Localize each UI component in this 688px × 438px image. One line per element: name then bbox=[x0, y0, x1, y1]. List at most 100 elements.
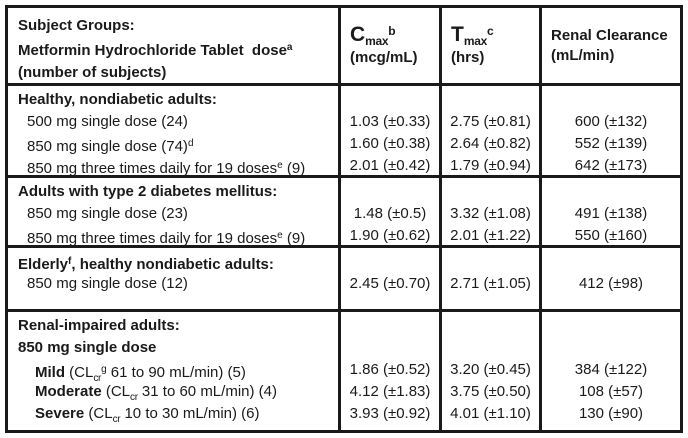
clcr-subscript: cr bbox=[130, 392, 138, 403]
dose-text: (CL bbox=[65, 364, 94, 381]
cmax-value: 4.12 (±1.83) bbox=[349, 383, 431, 400]
section-elderly-healthy-nondiabetic-adults: Elderlyf, healthy nondiabetic adults: 85… bbox=[8, 248, 680, 312]
group-header-text: Renal-impaired adults: bbox=[18, 317, 180, 334]
tmax-value: 2.01 (±1.22) bbox=[450, 227, 531, 244]
renal-value bbox=[542, 337, 680, 359]
cmax-value: 1.90 (±0.62) bbox=[349, 227, 431, 244]
dose-text: (CL bbox=[84, 405, 113, 422]
cmax-values: 1.86 (±0.52) 4.12 (±1.83) 3.93 (±0.92) bbox=[341, 312, 442, 430]
renal-clearance-values: 491 (±138) 550 (±160) bbox=[542, 178, 680, 245]
renal-clearance-values: 384 (±122) 108 (±57) 130 (±90) bbox=[542, 312, 680, 430]
clcr-subscript: cr bbox=[112, 414, 121, 425]
renal-value: 412 (±98) bbox=[578, 275, 644, 292]
dose-row-label: 850 mg single dose (12) bbox=[18, 273, 334, 295]
cmax-value bbox=[341, 337, 439, 359]
renal-value: 600 (±132) bbox=[574, 113, 648, 130]
dose-text: 10 to 30 mL/min) (6) bbox=[120, 405, 260, 422]
renal-clearance-label: Renal Clearance bbox=[551, 26, 668, 44]
dose-text: 850 mg three times daily for 19 doses bbox=[27, 160, 278, 175]
dose-text: 31 to 60 mL/min) (4) bbox=[137, 383, 277, 400]
dose-text: (CL bbox=[101, 383, 131, 400]
group-header: Healthy, nondiabetic adults: bbox=[18, 89, 334, 111]
dose-row-label: 500 mg single dose (24) bbox=[18, 111, 334, 133]
header-line-drug-dose: Metformin Hydrochloride Tablet dosea bbox=[18, 37, 334, 62]
footnote-marker-c: c bbox=[486, 24, 494, 38]
header-subject-groups: Subject Groups: Metformin Hydrochloride … bbox=[8, 8, 341, 83]
section-labels: Healthy, nondiabetic adults: 500 mg sing… bbox=[8, 86, 341, 175]
group-header-text: Elderly bbox=[18, 256, 69, 273]
cmax-values: 1.03 (±0.33) 1.60 (±0.38) 2.01 (±0.42) bbox=[341, 86, 442, 175]
renal-clearance-values: 412 (±98) bbox=[542, 248, 680, 309]
cmax-value bbox=[341, 315, 439, 337]
group-header: Adults with type 2 diabetes mellitus: bbox=[18, 181, 334, 203]
dose-text: 850 mg single dose (12) bbox=[27, 275, 188, 292]
header-line-subject-groups: Subject Groups: bbox=[18, 15, 334, 37]
footnote-marker-e: e bbox=[277, 230, 283, 241]
severity-label: Moderate bbox=[35, 383, 102, 400]
cmax-value bbox=[341, 181, 439, 203]
footnote-marker-f: f bbox=[68, 256, 72, 267]
tmax-value: 2.64 (±0.82) bbox=[450, 135, 531, 152]
renal-value: 384 (±122) bbox=[574, 361, 648, 378]
renal-value: 130 (±90) bbox=[578, 405, 644, 422]
tmax-value: 1.79 (±0.94) bbox=[450, 157, 531, 174]
cmax-symbol: C bbox=[350, 23, 366, 46]
tmax-value bbox=[442, 337, 539, 359]
section-labels: Adults with type 2 diabetes mellitus: 85… bbox=[8, 178, 341, 245]
renal-value: 552 (±139) bbox=[574, 135, 648, 152]
cmax-unit: (mcg/mL) bbox=[350, 49, 418, 66]
clcr-subscript: cr bbox=[93, 373, 102, 384]
cmax-value: 1.48 (±0.5) bbox=[353, 205, 427, 222]
dose-text: (9) bbox=[282, 230, 306, 245]
cmax-values: 1.48 (±0.5) 1.90 (±0.62) bbox=[341, 178, 442, 245]
cmax-value: 1.03 (±0.33) bbox=[349, 113, 431, 130]
renal-clearance-values: 600 (±132) 552 (±139) 642 (±173) bbox=[542, 86, 680, 175]
severity-label: Mild bbox=[35, 364, 65, 381]
tmax-values: 2.71 (±1.05) bbox=[442, 248, 542, 309]
tmax-value bbox=[442, 315, 539, 337]
renal-clearance-unit: (mL/min) bbox=[551, 46, 615, 64]
cmax-value bbox=[341, 251, 439, 273]
renal-value: 491 (±138) bbox=[574, 205, 648, 222]
group-header-text: Adults with type 2 diabetes mellitus: bbox=[18, 183, 278, 200]
table-header-row: Subject Groups: Metformin Hydrochloride … bbox=[8, 8, 680, 86]
cmax-value: 2.01 (±0.42) bbox=[349, 157, 431, 174]
header-text: Subject Groups: bbox=[18, 17, 135, 34]
section-labels: Elderlyf, healthy nondiabetic adults: 85… bbox=[8, 248, 341, 309]
section-type2-diabetes-adults: Adults with type 2 diabetes mellitus: 85… bbox=[8, 178, 680, 248]
dose-row-label: 850 mg single dose (23) bbox=[18, 203, 334, 225]
section-healthy-nondiabetic-adults: Healthy, nondiabetic adults: 500 mg sing… bbox=[8, 86, 680, 178]
pharmacokinetics-table: Subject Groups: Metformin Hydrochloride … bbox=[5, 5, 683, 433]
section-labels: Renal-impaired adults: 850 mg single dos… bbox=[8, 312, 341, 430]
group-header: Renal-impaired adults: bbox=[18, 315, 334, 337]
renal-value: 550 (±160) bbox=[574, 227, 648, 244]
group-subheader-text: 850 mg single dose bbox=[18, 339, 157, 356]
renal-value bbox=[542, 315, 680, 337]
header-renal-clearance: Renal Clearance (mL/min) bbox=[542, 8, 680, 83]
dose-row-label: 850 mg single dose (74)d bbox=[18, 133, 334, 155]
header-line-number-of-subjects: (number of subjects) bbox=[18, 62, 334, 83]
header-tmax: Tmaxc (hrs) bbox=[442, 8, 542, 83]
dose-row-label: 850 mg three times daily for 19 dosese (… bbox=[18, 155, 334, 175]
dose-row-label: Moderate (CLcr 31 to 60 mL/min) (4) bbox=[18, 381, 334, 403]
group-header-text: Healthy, nondiabetic adults: bbox=[18, 91, 217, 108]
tmax-value bbox=[442, 89, 539, 111]
tmax-values: 3.32 (±1.08) 2.01 (±1.22) bbox=[442, 178, 542, 245]
tmax-value: 4.01 (±1.10) bbox=[450, 405, 531, 422]
header-text: Metformin Hydrochloride Tablet dose bbox=[18, 42, 287, 59]
footnote-marker-a: a bbox=[286, 42, 293, 53]
dose-row-label: 850 mg three times daily for 19 dosese (… bbox=[18, 225, 334, 245]
dose-text: 850 mg three times daily for 19 doses bbox=[27, 230, 278, 245]
header-text: (number of subjects) bbox=[18, 64, 167, 81]
footnote-marker-e: e bbox=[277, 160, 283, 171]
tmax-value: 3.20 (±0.45) bbox=[450, 361, 531, 378]
tmax-value: 3.32 (±1.08) bbox=[450, 205, 531, 222]
footnote-marker-d: d bbox=[187, 138, 194, 149]
cmax-value: 3.93 (±0.92) bbox=[349, 405, 431, 422]
renal-value bbox=[542, 89, 680, 111]
group-subheader: 850 mg single dose bbox=[18, 337, 334, 359]
footnote-marker-b: b bbox=[388, 24, 396, 38]
section-renal-impaired-adults: Renal-impaired adults: 850 mg single dos… bbox=[8, 312, 680, 430]
dose-text: 850 mg single dose (74) bbox=[27, 138, 188, 155]
tmax-values: 3.20 (±0.45) 3.75 (±0.50) 4.01 (±1.10) bbox=[442, 312, 542, 430]
